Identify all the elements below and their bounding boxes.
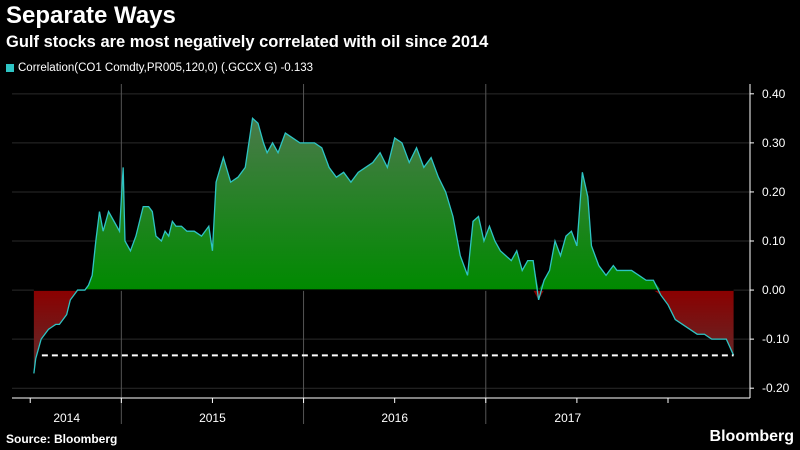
source-note: Source: Bloomberg <box>6 432 118 446</box>
y-tick-label: 0.10 <box>762 234 786 248</box>
chart-title: Separate Ways <box>6 2 176 29</box>
chart-legend: Correlation(CO1 Comdty,PR005,120,0) (.GC… <box>6 62 313 74</box>
correlation-line <box>33 117 735 374</box>
legend-swatch <box>6 64 14 72</box>
x-tick-label: 2015 <box>199 411 226 425</box>
legend-label: Correlation(CO1 Comdty,PR005,120,0) (.GC… <box>18 62 314 74</box>
x-tick-label: 2016 <box>381 411 408 425</box>
y-tick-label: 0.20 <box>762 185 786 199</box>
brand-logo: Bloomberg <box>709 428 794 445</box>
axes: 0.40 0.30 0.20 0.10 0.00 -0.10 -0.20 2014 2015 20… <box>12 84 790 425</box>
y-tick-label: -0.20 <box>762 381 790 395</box>
y-tick-label: -0.10 <box>762 332 790 346</box>
x-tick-label: 2014 <box>53 411 80 425</box>
chart-subtitle: Gulf stocks are most negatively correlat… <box>6 33 489 51</box>
area-fills <box>33 118 734 374</box>
y-tick-label: 0.40 <box>762 87 786 101</box>
x-tick-label: 2017 <box>554 411 581 425</box>
negative-area <box>33 290 734 374</box>
series-lines <box>33 117 735 374</box>
y-tick-label: 0.00 <box>762 283 786 297</box>
positive-area <box>33 118 734 291</box>
y-tick-label: 0.30 <box>762 136 786 150</box>
